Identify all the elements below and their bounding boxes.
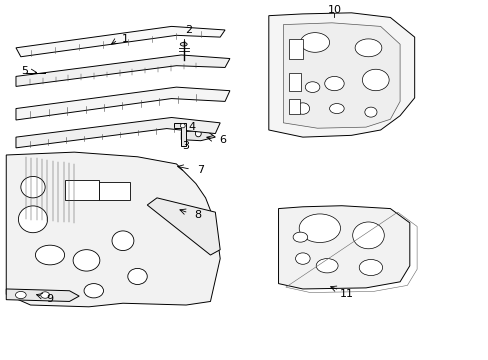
Polygon shape: [181, 130, 215, 141]
Polygon shape: [278, 206, 409, 289]
Polygon shape: [16, 55, 229, 86]
Text: 4: 4: [188, 122, 195, 132]
Polygon shape: [16, 26, 224, 57]
Ellipse shape: [300, 33, 329, 52]
Ellipse shape: [359, 260, 382, 275]
Ellipse shape: [362, 69, 388, 91]
Text: 9: 9: [46, 294, 54, 303]
Text: 7: 7: [197, 165, 204, 175]
Ellipse shape: [16, 292, 26, 298]
Text: 10: 10: [327, 5, 341, 15]
Text: 8: 8: [194, 210, 202, 220]
Ellipse shape: [305, 82, 319, 93]
Ellipse shape: [21, 176, 45, 198]
Text: 11: 11: [339, 289, 353, 298]
Ellipse shape: [299, 214, 340, 243]
Text: 5: 5: [21, 66, 28, 76]
Bar: [288, 73, 301, 91]
Ellipse shape: [295, 103, 309, 114]
Ellipse shape: [354, 39, 381, 57]
Ellipse shape: [195, 130, 201, 137]
Ellipse shape: [84, 284, 103, 298]
Ellipse shape: [292, 232, 307, 242]
Ellipse shape: [180, 123, 185, 128]
Text: 2: 2: [184, 25, 192, 35]
Ellipse shape: [316, 258, 337, 273]
Bar: [64, 180, 99, 200]
Polygon shape: [283, 23, 399, 128]
Polygon shape: [16, 117, 220, 148]
Bar: [99, 182, 130, 200]
Bar: [288, 39, 302, 59]
Ellipse shape: [112, 231, 134, 251]
Bar: [288, 99, 299, 114]
Polygon shape: [6, 152, 220, 307]
Ellipse shape: [19, 206, 47, 233]
Polygon shape: [6, 289, 79, 301]
Text: 6: 6: [219, 135, 225, 145]
Ellipse shape: [180, 42, 187, 46]
Text: 3: 3: [183, 141, 189, 152]
Polygon shape: [268, 13, 414, 137]
Ellipse shape: [352, 222, 384, 249]
Ellipse shape: [364, 107, 376, 117]
Polygon shape: [16, 87, 229, 120]
Ellipse shape: [73, 249, 100, 271]
Ellipse shape: [329, 104, 344, 113]
Ellipse shape: [35, 245, 64, 265]
Polygon shape: [174, 123, 186, 146]
Ellipse shape: [127, 269, 147, 284]
Text: 1: 1: [122, 34, 129, 44]
Polygon shape: [147, 198, 220, 255]
Ellipse shape: [295, 253, 309, 264]
Ellipse shape: [41, 292, 49, 298]
Ellipse shape: [324, 76, 344, 91]
